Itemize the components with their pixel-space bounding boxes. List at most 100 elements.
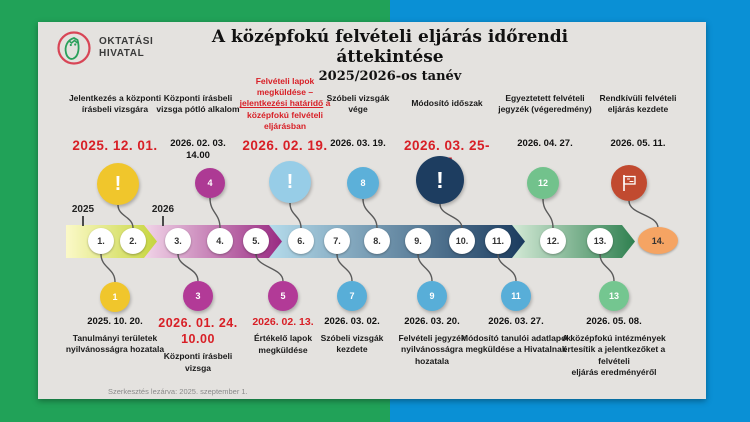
connector-curve	[255, 253, 284, 282]
bottom-event-label: A középfokú intézmények értesítik a jele…	[562, 333, 666, 378]
timeline-step-dot: 4.	[207, 228, 233, 254]
top-event: Egyeztetett felvételi jegyzék (végeredmé…	[489, 73, 601, 150]
top-event-title: Szóbeli vizsgák vége	[326, 92, 390, 114]
bottom-event-label: Módosító tanulói adatlapok megküldése a …	[460, 333, 572, 355]
timeline-step-dot: 12.	[540, 228, 566, 254]
connector-curve	[497, 253, 517, 282]
connector-curve	[439, 203, 463, 229]
bottom-event-date: 2026. 03. 27.	[488, 316, 544, 327]
owl-logo-icon	[57, 31, 91, 65]
top-event-title: Rendkívüli felvételi eljárás kezdete	[599, 92, 677, 114]
event-marker-top: 12	[527, 167, 559, 199]
bottom-event: 2026. 01. 24. 10.00 Központi írásbeli viz…	[152, 316, 244, 374]
timeline-step-dot: 1.	[88, 228, 114, 254]
top-event: Felvételi lapok megküldése – jelentkezés…	[232, 73, 338, 155]
connector-curve	[542, 198, 554, 229]
event-marker-bottom: 1	[100, 282, 130, 312]
year-tick	[162, 216, 164, 226]
top-event-title: Jelentkezés a központi írásbeli vizsgára	[68, 92, 162, 114]
connector-curve	[336, 253, 353, 282]
bottom-event-label: Tanulmányi területek nyilvánosságra hoza…	[65, 333, 165, 355]
bottom-event-label: Értékelő lapok megküldése	[253, 333, 313, 355]
bottom-event-date: 2026. 01. 24. 10.00	[158, 316, 238, 346]
flag-icon	[623, 175, 636, 191]
event-marker-top: !	[97, 163, 139, 205]
bottom-event-label: Felvételi jegyzék nyilvánosságra hozatal…	[398, 333, 466, 366]
logo: OKTATÁSI HIVATAL	[56, 30, 153, 66]
connector-curve	[209, 197, 221, 229]
year-tick	[82, 216, 84, 226]
bottom-event: 2026. 02. 13. Értékelő lapok megküldése	[237, 316, 329, 356]
bottom-event: 2026. 03. 02. Szóbeli vizsgák kezdete	[307, 316, 397, 356]
timeline-step-dot: 3.	[165, 228, 191, 254]
bottom-event-date: 2026. 03. 20.	[404, 316, 460, 327]
top-event-date: 2026. 02. 03. 14.00	[170, 138, 226, 161]
event-marker-bottom: 7	[337, 281, 367, 311]
top-event-date: 2026. 04. 27.	[517, 138, 573, 149]
connector-curve	[417, 253, 433, 282]
connector-curve	[289, 202, 302, 229]
connector-curve	[177, 253, 199, 282]
editorial-note: Szerkesztés lezárva: 2025. szeptember 1.	[108, 387, 248, 396]
timeline-step-dot: 7.	[324, 228, 350, 254]
top-event: Rendkívüli felvételi eljárás kezdete 2026…	[586, 73, 690, 150]
event-marker-bottom: 5	[268, 281, 298, 311]
top-event: Központi írásbeli vizsga pótló alkalom 20…	[152, 73, 244, 162]
timeline-step-dot: 14.	[638, 227, 678, 254]
bottom-event-date: 2025. 10. 20.	[87, 316, 143, 327]
bottom-event-label: Központi írásbeli vizsga	[163, 351, 233, 373]
top-event-title: Módosító időszak	[411, 98, 483, 109]
bottom-event: 2025. 10. 20. Tanulmányi területek nyilvá…	[58, 316, 172, 356]
page-title: A középfokú felvételi eljárás időrendi á…	[211, 27, 569, 67]
connector-curve	[117, 204, 134, 229]
timeline-step-dot: 5.	[243, 228, 269, 254]
year-label: 2026	[151, 204, 175, 215]
connector-curve	[599, 253, 615, 282]
logo-text: OKTATÁSI HIVATAL	[99, 36, 153, 61]
logo-line1: OKTATÁSI	[99, 35, 154, 47]
bottom-event-date: 2026. 05. 08.	[586, 316, 642, 327]
bottom-event: 2026. 03. 20. Felvételi jegyzék nyilvános…	[384, 316, 480, 367]
bottom-event: 2026. 03. 27. Módosító tanulói adatlapok …	[459, 316, 573, 356]
top-event-title: Egyeztetett felvételi jegyzék (végeredmé…	[498, 92, 592, 114]
bottom-event: 2026. 05. 08. A középfokú intézmények ért…	[551, 316, 677, 379]
event-marker-bottom: 13	[599, 281, 629, 311]
event-marker-top: !	[416, 156, 464, 204]
bottom-event-date: 2026. 03. 02.	[324, 316, 380, 327]
event-marker-bottom: 3	[183, 281, 213, 311]
top-event-date: 2026. 05. 11.	[610, 138, 666, 149]
year-label: 2025	[71, 204, 95, 215]
deadline-underline: jelentkezési határidő	[239, 98, 324, 109]
timeline-step-dot: 13.	[587, 228, 613, 254]
connector-curve	[362, 198, 378, 229]
top-event: Szóbeli vizsgák vége 2026. 03. 19.	[316, 73, 400, 150]
segment-green	[510, 225, 635, 258]
bottom-event-date: 2026. 02. 13.	[252, 316, 314, 328]
event-marker-top	[611, 165, 647, 201]
event-marker-top: 8	[347, 167, 379, 199]
event-marker-bottom: 9	[417, 281, 447, 311]
logo-line2: HIVATAL	[99, 48, 145, 59]
timeline-step-dot: 6.	[288, 228, 314, 254]
event-marker-top: !	[269, 161, 311, 203]
top-event-title: Központi írásbeli vizsga pótló alkalom	[156, 92, 240, 114]
event-marker-bottom: 11	[501, 281, 531, 311]
top-event-date: 2025. 12. 01.	[72, 138, 158, 153]
timeline-step-dot: 2.	[120, 228, 146, 254]
timeline-step-dot: 8.	[364, 228, 390, 254]
top-event-date: 2026. 02. 19.	[242, 138, 328, 153]
timeline-step-dot: 9.	[405, 228, 431, 254]
connector-curve	[628, 200, 659, 229]
bottom-event-label: Szóbeli vizsgák kezdete	[320, 333, 384, 355]
page-subtitle: 2025/2026-os tanév	[318, 69, 462, 84]
top-event-date: 2026. 03. 19.	[330, 138, 386, 149]
timeline-step-dot: 10.	[449, 228, 475, 254]
timeline-step-dot: 11.	[485, 228, 511, 254]
title-block: A középfokú felvételi eljárás időrendi á…	[170, 27, 610, 84]
event-marker-top: 4	[195, 168, 225, 198]
connector-curve	[100, 253, 116, 283]
top-event-title: Felvételi lapok megküldése – jelentkezés…	[239, 76, 331, 131]
top-event: Jelentkezés a központi írásbeli vizsgára…	[62, 73, 168, 155]
